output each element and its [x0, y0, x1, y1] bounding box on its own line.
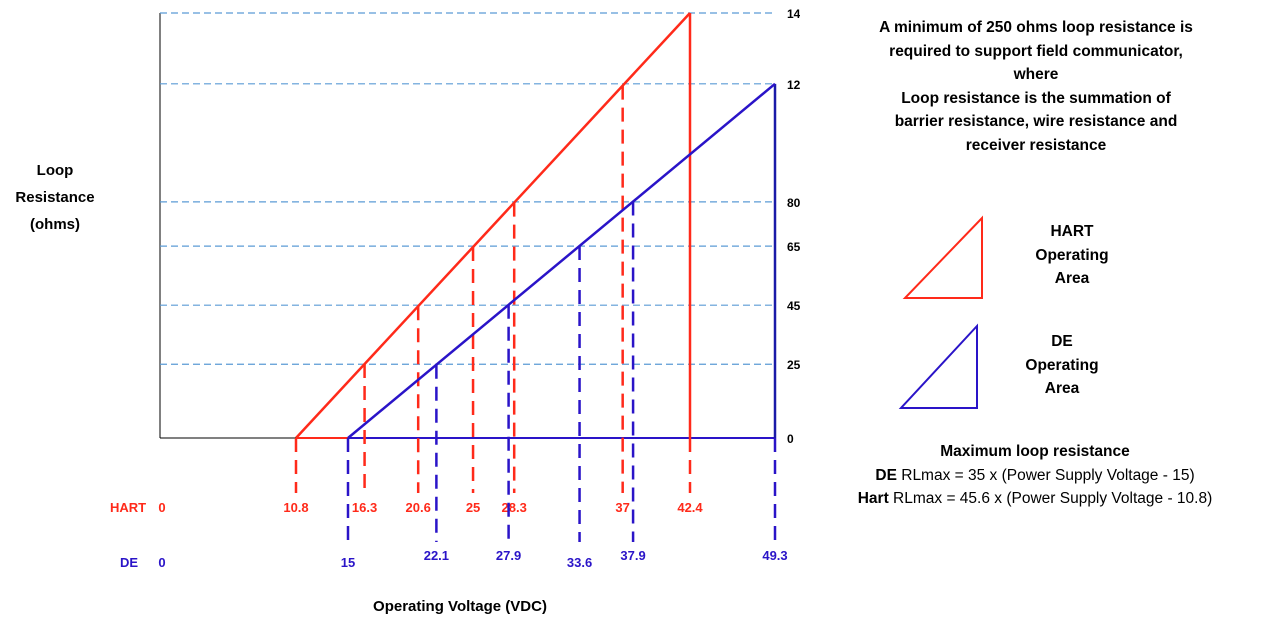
- y-tick-label: 800: [787, 196, 800, 210]
- formulas-heading: Maximum loop resistance: [940, 443, 1130, 460]
- y-tick-label: 650: [787, 240, 800, 254]
- de-x-tick-label: 33.6: [567, 555, 592, 570]
- hart-x-tick-label: 10.8: [283, 500, 308, 515]
- y-tick-label: 1200: [787, 78, 800, 92]
- hart-x-tick-label: 25: [466, 500, 480, 515]
- legend-de-label: DE Operating Area: [1025, 333, 1099, 397]
- note-line: where: [1013, 66, 1059, 83]
- max-loop-resistance-formulas: Maximum loop resistance DE RLmax = 35 x …: [800, 440, 1264, 511]
- hart-x-tick-label: 16.3: [352, 500, 377, 515]
- de-x-tick-label: 27.9: [496, 548, 521, 563]
- de-x-tick-label: 22.1: [424, 548, 449, 563]
- x-axis-label: Operating Voltage (VDC): [373, 598, 547, 615]
- y-axis-label: Loop: [37, 162, 74, 179]
- de-series-line: [347, 82, 776, 439]
- loop-resistance-chart: 0 250 450 650 800 1200 1440 10.8 16.3 20.6 25 28.3 3…: [15, 7, 800, 615]
- note-line: Loop resistance is the summation of: [901, 89, 1171, 107]
- de-x-tick-label: 15: [341, 555, 355, 570]
- de-row-origin: 0: [158, 555, 165, 570]
- y-tick-label: 1440: [787, 7, 800, 21]
- y-axis-label: Resistance: [15, 189, 94, 206]
- hart-x-tick-label: 42.4: [677, 500, 703, 515]
- requirement-note: A minimum of 250 ohms loop resistance is…: [836, 16, 1236, 157]
- de-row-label: DE: [120, 555, 138, 570]
- legend-hart-triangle-icon: [902, 215, 983, 299]
- y-axis-label: (ohms): [30, 216, 80, 233]
- formula-hart: Hart RLmax = 45.6 x (Power Supply Voltag…: [857, 490, 1213, 507]
- hart-row-label: HART: [110, 500, 146, 515]
- legend-hart-label: HART Operating Area: [1035, 223, 1109, 287]
- y-tick-label: 0: [787, 432, 794, 446]
- formula-de: DE RLmax = 35 x (Power Supply Voltage - …: [875, 466, 1195, 484]
- legend-de-triangle-icon: [898, 323, 978, 409]
- y-tick-label: 250: [787, 358, 800, 372]
- hart-x-tick-label: 37: [615, 500, 629, 515]
- note-line: required to support field communicator,: [889, 42, 1183, 60]
- hart-x-tick-label: 28.3: [502, 500, 527, 515]
- hart-x-tick-label: 20.6: [406, 500, 431, 515]
- y-tick-label: 450: [787, 299, 800, 313]
- de-x-tick-label: 37.9: [620, 548, 645, 563]
- note-line: barrier resistance, wire resistance and: [894, 113, 1178, 130]
- hart-series-line: [295, 12, 691, 439]
- de-x-tick-label: 49.3: [762, 548, 787, 563]
- hart-row-origin: 0: [158, 500, 165, 515]
- note-line: A minimum of 250 ohms loop resistance is: [879, 19, 1193, 36]
- note-line: receiver resistance: [965, 136, 1107, 154]
